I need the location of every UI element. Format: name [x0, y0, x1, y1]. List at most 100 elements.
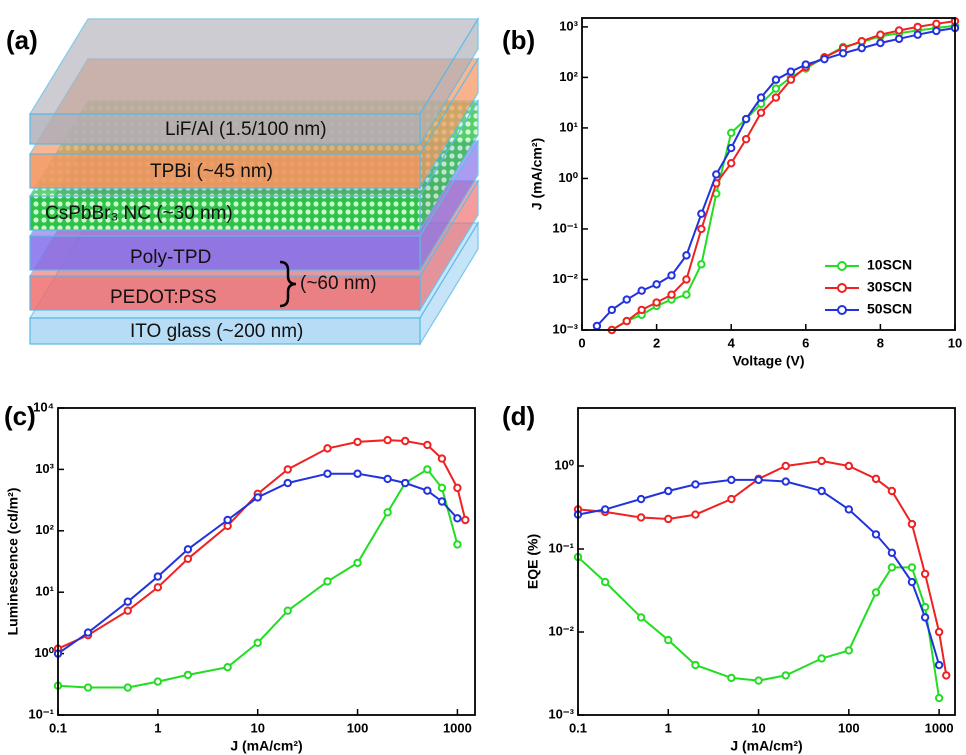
data-point — [887, 548, 897, 558]
data-point — [353, 469, 362, 478]
data-point — [664, 635, 673, 645]
data-point — [401, 478, 410, 488]
data-point — [801, 60, 810, 69]
x-tick-label: 1000 — [443, 720, 472, 735]
y-tick-label: 10⁻² — [552, 271, 578, 286]
data-point — [153, 583, 163, 592]
data-point — [786, 75, 796, 84]
series-line — [611, 20, 956, 331]
data-point — [913, 22, 922, 32]
data-point — [754, 676, 763, 685]
data-point — [920, 569, 930, 579]
data-point — [453, 483, 462, 493]
data-point — [844, 461, 854, 471]
chart: (d) 0.1 1 10 100 1000 10⁻³ 10⁻² 10⁻¹ 10⁰ J (mA/cm²… — [502, 401, 956, 754]
data-point — [636, 513, 646, 522]
data-point — [437, 497, 447, 506]
data-point — [871, 588, 881, 597]
data-point — [786, 67, 796, 76]
layer-label: Poly-TPD — [130, 247, 211, 268]
x-tick-label: 100 — [838, 720, 860, 735]
data-point — [453, 540, 462, 549]
data-point — [323, 577, 332, 586]
data-point — [781, 461, 790, 471]
data-point — [771, 75, 781, 84]
data-point — [817, 654, 826, 663]
data-point — [820, 54, 829, 64]
data-point — [622, 316, 631, 326]
data-point — [857, 43, 866, 53]
y-axis-label: J (mA/cm²) — [529, 138, 545, 210]
data-point — [153, 677, 163, 686]
layer-label: CsPbBr₃ NC (~30 nm) — [45, 203, 233, 224]
panel-label: (b) — [502, 25, 535, 55]
data-point — [932, 26, 941, 36]
data-point — [123, 683, 132, 692]
data-point — [771, 93, 781, 102]
data-point — [817, 486, 826, 496]
data-point — [664, 486, 673, 496]
legend-marker — [837, 261, 847, 271]
data-point — [907, 519, 917, 529]
data-point — [253, 493, 262, 502]
layer-label: LiF/Al (1.5/100 nm) — [165, 119, 327, 140]
y-tick-label: 10⁻³ — [548, 706, 574, 721]
data-point — [353, 558, 362, 568]
x-axis-label: Voltage (V) — [732, 353, 804, 369]
data-point — [622, 295, 631, 304]
x-tick-label: 1 — [665, 720, 672, 735]
data-point — [667, 271, 676, 280]
data-point — [453, 514, 462, 523]
legend-marker — [837, 283, 847, 293]
data-point — [871, 530, 881, 539]
legend-label: 10SCN — [867, 257, 912, 273]
data-point — [691, 510, 700, 519]
data-point — [401, 436, 410, 446]
y-tick-label: 10³ — [559, 18, 578, 33]
x-tick-label: 2 — [653, 335, 660, 350]
x-tick-label: 0.1 — [49, 720, 67, 735]
x-tick-label: 10 — [751, 720, 765, 735]
data-point — [754, 475, 763, 485]
device-diagram: (a) LiF/Al (1.5/100 nm) TPBi (~45 nm) CsPb… — [6, 16, 480, 347]
data-point — [691, 480, 700, 489]
data-point — [283, 478, 292, 488]
data-point — [636, 613, 646, 622]
data-point — [153, 572, 163, 581]
y-axis-label: EQE (%) — [525, 534, 541, 589]
y-tick-label: 10⁻¹ — [552, 220, 578, 235]
data-point — [697, 260, 706, 269]
data-point — [887, 563, 897, 572]
layer-label: ITO glass (~200 nm) — [130, 321, 303, 342]
y-tick-label: 10⁻³ — [552, 321, 578, 336]
data-point — [876, 38, 885, 48]
data-point — [871, 474, 881, 484]
data-point — [771, 84, 781, 93]
panel-label: (c) — [4, 401, 36, 431]
bracket — [279, 260, 297, 308]
data-point — [253, 638, 262, 647]
series-line — [577, 478, 941, 666]
series-line — [611, 24, 956, 331]
y-tick-label: 10⁰ — [554, 457, 574, 472]
data-point — [183, 545, 193, 554]
data-point — [461, 515, 470, 525]
data-point — [712, 170, 721, 179]
plot-frame — [581, 17, 956, 331]
data-point — [727, 128, 736, 138]
data-point — [437, 454, 447, 463]
data-point — [423, 486, 432, 495]
y-tick-label: 10⁰ — [34, 645, 54, 660]
y-axis-label: Luminescence (cd/m²) — [5, 488, 21, 636]
data-point — [727, 673, 736, 683]
data-point — [857, 37, 866, 46]
y-tick-label: 10³ — [35, 461, 54, 476]
data-point — [942, 671, 951, 680]
layer-front — [29, 153, 421, 189]
data-point — [907, 563, 917, 572]
layer-front — [29, 113, 421, 145]
bracket-label: (~60 nm) — [300, 273, 377, 294]
data-point — [727, 494, 736, 504]
layer-front — [29, 317, 421, 345]
data-point — [913, 30, 922, 39]
